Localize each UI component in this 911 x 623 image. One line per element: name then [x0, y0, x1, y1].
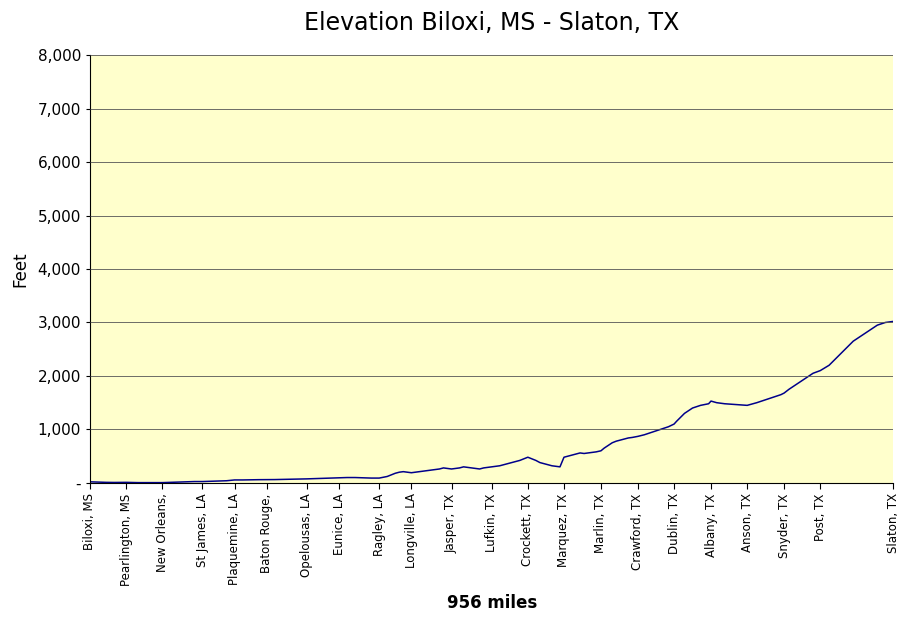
- Y-axis label: Feet: Feet: [11, 251, 29, 287]
- Title: Elevation Biloxi, MS - Slaton, TX: Elevation Biloxi, MS - Slaton, TX: [304, 11, 680, 35]
- X-axis label: 956 miles: 956 miles: [446, 594, 537, 612]
